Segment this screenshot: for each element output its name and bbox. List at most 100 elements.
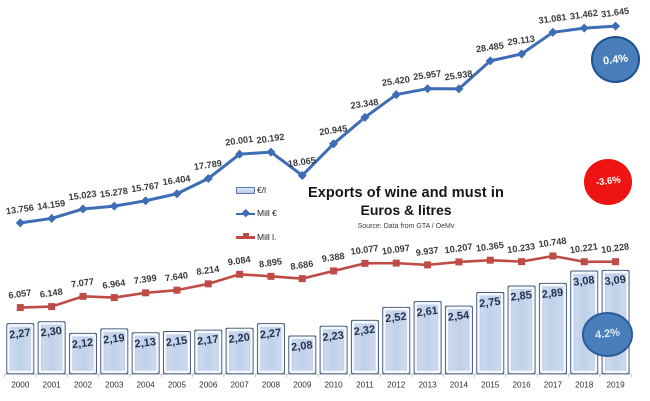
year-label: 2013 <box>418 381 437 390</box>
diamond-marker <box>611 21 621 31</box>
data-label: 7.640 <box>164 270 188 283</box>
bar-value-label: 2,32 <box>353 324 376 339</box>
square-marker <box>173 286 181 294</box>
bar-bevel <box>320 326 347 374</box>
bar-value-label: 2,17 <box>197 333 220 348</box>
data-label: 7.399 <box>133 273 157 286</box>
data-label: 9.084 <box>227 254 252 267</box>
year-label: 2016 <box>512 381 531 390</box>
bar-value-label: 2,13 <box>134 336 157 351</box>
bar-value-label: 2,52 <box>385 311 408 326</box>
bar-bevel <box>414 302 441 374</box>
chart-source-note: Source: Data from GTA / OeMv <box>357 223 455 230</box>
data-label: 25.420 <box>381 74 410 88</box>
bar-bevel <box>69 333 96 374</box>
x-axis <box>4 373 632 378</box>
legend-label-eur-per-litre: €/l <box>257 184 266 195</box>
x-axis-year-labels: 2000 2001 2002 2003 2004 2005 2006 2007 2008 2009… <box>11 381 625 390</box>
data-label: 18.065 <box>287 155 316 169</box>
line-path <box>20 254 616 309</box>
badge-mill-litres-change: -3.6% <box>583 158 633 205</box>
bar-2015: 2,75 <box>476 291 505 375</box>
bar-value-label: 2,12 <box>71 337 94 352</box>
line-path <box>20 24 616 225</box>
bar-2010: 2,23 <box>319 325 348 375</box>
bar-2002: 2,12 <box>68 332 97 375</box>
bar-body <box>288 335 317 375</box>
bar-value-label: 2,19 <box>103 332 126 347</box>
bar-bevel <box>38 322 65 374</box>
square-marker <box>79 292 87 300</box>
diamond-marker <box>47 213 57 223</box>
bar-value-label: 2,23 <box>322 330 345 345</box>
bar-2012: 2,52 <box>382 306 411 375</box>
data-label: 10.233 <box>507 241 536 255</box>
data-label: 7.077 <box>70 276 94 289</box>
year-label: 2004 <box>137 381 156 390</box>
bar-bevel <box>132 333 159 374</box>
square-marker <box>16 304 24 312</box>
data-label: 8.214 <box>196 264 221 277</box>
bar-value-label: 2,61 <box>416 305 439 320</box>
bar-body <box>194 329 223 375</box>
bar-2005: 2,15 <box>162 330 191 375</box>
bar-value-label: 2,75 <box>479 296 502 311</box>
data-label: 9.388 <box>321 251 345 264</box>
bar-bevel <box>163 331 190 374</box>
diamond-marker <box>235 149 245 159</box>
square-marker <box>486 256 494 264</box>
bar-value-label: 2,27 <box>259 327 282 342</box>
data-label: 15.767 <box>131 180 160 194</box>
data-label: 31.645 <box>601 6 630 20</box>
data-label: 10.077 <box>350 243 379 257</box>
bar-series-key-icon <box>236 182 255 197</box>
bar-value-label: 2,08 <box>291 339 314 354</box>
square-marker <box>424 261 432 269</box>
data-label: 10.097 <box>381 243 410 257</box>
data-label: 8.686 <box>290 259 314 272</box>
bar-bevel <box>101 329 128 374</box>
year-label: 2015 <box>481 381 500 390</box>
year-label: 2003 <box>105 381 124 390</box>
bar-bevel <box>351 320 378 374</box>
year-label: 2010 <box>324 381 343 390</box>
diamond-marker <box>203 173 213 184</box>
square-marker <box>298 275 306 283</box>
year-label: 2012 <box>387 381 406 390</box>
legend-entry-eur-per-litre: €/l <box>236 182 306 197</box>
square-marker <box>549 252 557 260</box>
square-marker <box>455 258 463 266</box>
bar-bevel <box>445 306 472 374</box>
bar-2003: 2,19 <box>100 328 129 375</box>
data-label: 31.081 <box>538 12 567 26</box>
legend-entry-mill-euros: Mill € <box>236 206 306 221</box>
year-label: 2011 <box>356 381 374 390</box>
bar-bevel <box>226 328 253 374</box>
diamond-marker <box>172 189 182 199</box>
data-label: 28.485 <box>475 40 504 54</box>
data-label: 17.789 <box>193 158 222 172</box>
bar-2001: 2,30 <box>37 321 66 375</box>
red-line-key-icon <box>236 229 255 244</box>
diamond-marker <box>109 201 119 211</box>
badge-mill-euros-change-value: 0.4% <box>602 52 629 68</box>
bar-value-label: 3,08 <box>573 274 596 289</box>
bar-body <box>256 323 285 375</box>
diamond-marker <box>141 196 151 206</box>
diamond-marker <box>78 204 88 214</box>
data-label: 9.937 <box>415 245 439 258</box>
bar-bevel <box>289 336 316 374</box>
bar-bevel <box>257 324 284 374</box>
bar-body <box>100 328 129 375</box>
badge-eur-per-litre-change-value: 4.2% <box>594 327 621 342</box>
year-label: 2008 <box>262 381 281 390</box>
bar-2016: 2,85 <box>507 285 536 375</box>
bar-body <box>538 282 567 375</box>
bar-2007: 2,20 <box>225 327 254 375</box>
square-marker <box>361 259 369 267</box>
square-marker <box>612 258 620 266</box>
square-marker <box>110 294 118 302</box>
legend-entry-mill-litres: Mill l. <box>236 229 306 244</box>
data-label: 10.221 <box>569 241 598 255</box>
